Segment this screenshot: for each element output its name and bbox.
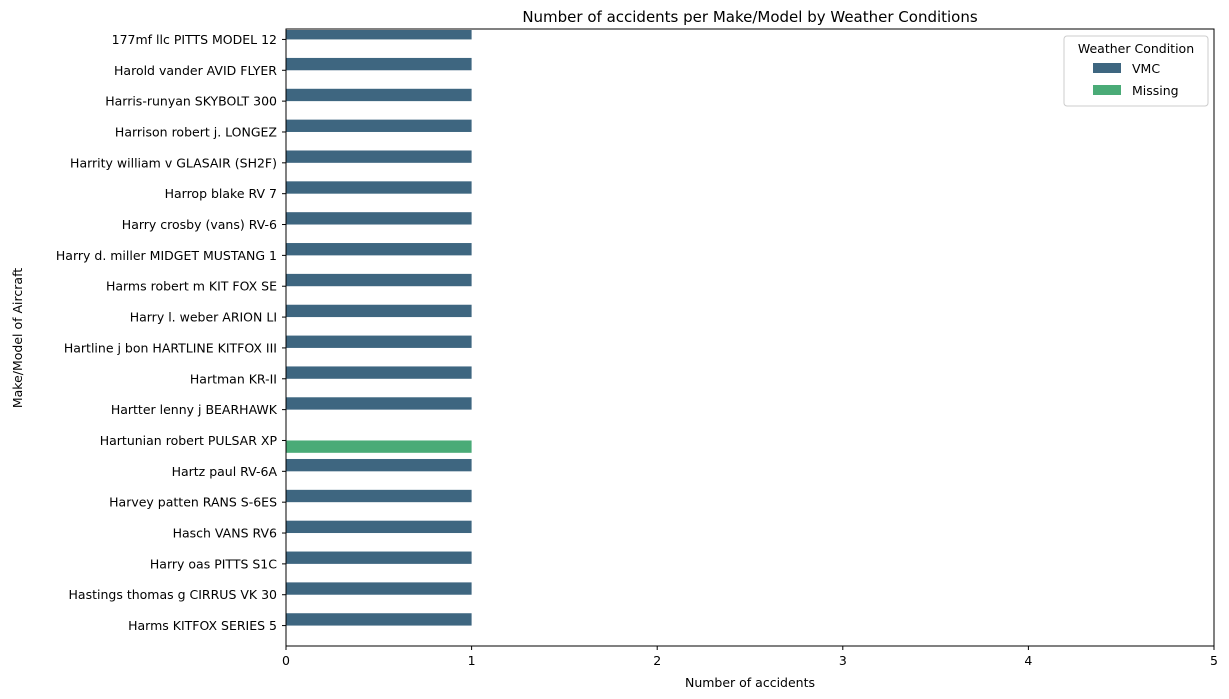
bar-vmc-17 bbox=[286, 551, 472, 564]
y-tick-label-13: Hartunian robert PULSAR XP bbox=[100, 433, 278, 448]
y-tick-label-3: Harrison robert j. LONGEZ bbox=[115, 124, 277, 139]
x-tick-label-3: 3 bbox=[839, 653, 847, 668]
bar-vmc-6 bbox=[286, 212, 472, 225]
bar-missing-13 bbox=[286, 440, 472, 453]
y-tick-label-1: Harold vander AVID FLYER bbox=[114, 63, 277, 78]
y-tick-label-12: Hartter lenny j BEARHAWK bbox=[111, 402, 278, 417]
bar-vmc-1 bbox=[286, 57, 472, 71]
bar-vmc-8 bbox=[286, 273, 472, 287]
x-tick-label-0: 0 bbox=[282, 653, 290, 668]
legend-title: Weather Condition bbox=[1078, 41, 1194, 56]
y-tick-label-2: Harris-runyan SKYBOLT 300 bbox=[105, 94, 277, 109]
y-tick-label-19: Harms KITFOX SERIES 5 bbox=[128, 618, 277, 633]
bar-vmc-4 bbox=[286, 150, 472, 163]
y-axis-ticks: 177mf llc PITTS MODEL 12 Harold vander AV… bbox=[56, 32, 286, 633]
bar-vmc-10 bbox=[286, 335, 472, 348]
bar-vmc-5 bbox=[286, 181, 472, 194]
legend: Weather Condition VMC Missing bbox=[1063, 35, 1209, 107]
bars-group bbox=[286, 30, 472, 626]
bar-vmc-18 bbox=[286, 582, 472, 595]
bar-vmc-14 bbox=[286, 458, 472, 472]
y-tick-label-15: Harvey patten RANS S-6ES bbox=[109, 495, 277, 510]
bar-vmc-12 bbox=[286, 397, 472, 410]
y-tick-label-10: Hartline j bon HARTLINE KITFOX III bbox=[64, 340, 277, 355]
legend-label-vmc: VMC bbox=[1132, 61, 1160, 76]
bar-vmc-3 bbox=[286, 119, 472, 132]
y-tick-label-11: Hartman KR-II bbox=[190, 371, 277, 386]
legend-swatch-missing bbox=[1093, 85, 1121, 95]
x-tick-label-4: 4 bbox=[1024, 653, 1032, 668]
chart-title: Number of accidents per Make/Model by We… bbox=[522, 8, 978, 26]
x-tick-label-1: 1 bbox=[468, 653, 476, 668]
y-tick-label-0: 177mf llc PITTS MODEL 12 bbox=[112, 32, 277, 47]
bar-vmc-7 bbox=[286, 243, 472, 256]
y-tick-label-18: Hastings thomas g CIRRUS VK 30 bbox=[69, 587, 278, 602]
y-tick-label-17: Harry oas PITTS S1C bbox=[150, 556, 277, 571]
bar-vmc-16 bbox=[286, 520, 472, 534]
y-tick-label-6: Harry crosby (vans) RV-6 bbox=[122, 217, 277, 232]
bar-vmc-2 bbox=[286, 88, 472, 102]
y-tick-label-7: Harry d. miller MIDGET MUSTANG 1 bbox=[56, 248, 277, 263]
bar-vmc-9 bbox=[286, 304, 472, 318]
y-tick-label-14: Hartz paul RV-6A bbox=[172, 464, 278, 479]
x-tick-label-5: 5 bbox=[1210, 653, 1218, 668]
bar-vmc-15 bbox=[286, 489, 472, 503]
y-tick-label-5: Harrop blake RV 7 bbox=[165, 186, 277, 201]
plot-frame bbox=[285, 28, 1215, 647]
x-axis-ticks: 0 1 2 3 4 5 bbox=[282, 646, 1218, 668]
y-tick-label-4: Harrity william v GLASAIR (SH2F) bbox=[70, 155, 277, 170]
y-tick-label-8: Harms robert m KIT FOX SE bbox=[106, 279, 277, 294]
x-tick-label-2: 2 bbox=[653, 653, 661, 668]
y-axis-label: Make/Model of Aircraft bbox=[10, 268, 25, 408]
y-tick-label-16: Hasch VANS RV6 bbox=[173, 526, 277, 541]
x-axis-label: Number of accidents bbox=[685, 675, 815, 690]
bar-vmc-0 bbox=[286, 30, 472, 40]
bar-vmc-11 bbox=[286, 366, 472, 379]
legend-swatch-vmc bbox=[1093, 63, 1121, 73]
y-tick-label-9: Harry l. weber ARION LI bbox=[130, 310, 277, 325]
legend-label-missing: Missing bbox=[1132, 83, 1179, 98]
bar-vmc-19 bbox=[286, 613, 472, 626]
